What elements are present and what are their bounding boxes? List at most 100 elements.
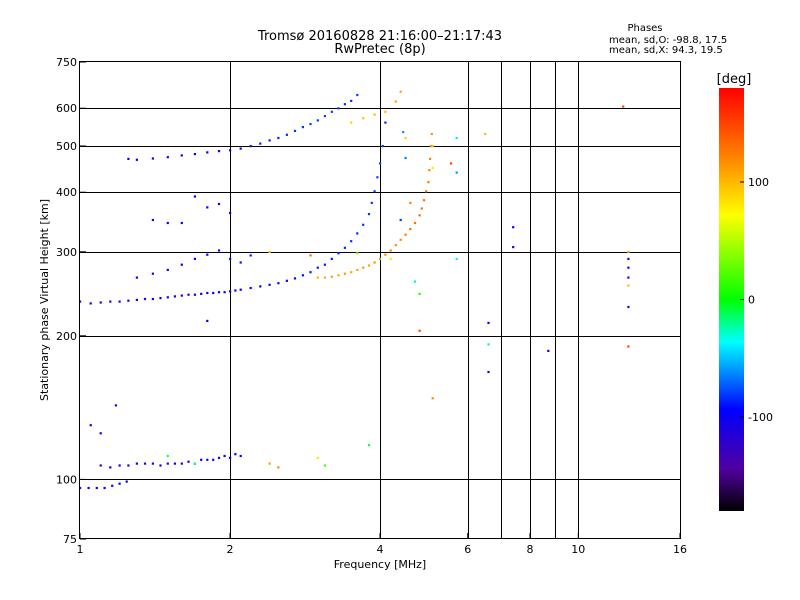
data-point — [427, 181, 430, 184]
data-point — [173, 462, 176, 465]
data-point — [418, 214, 421, 217]
data-point — [127, 299, 130, 302]
y-tick-label: 75 — [63, 533, 77, 546]
colorbar-tick-label: 100 — [748, 176, 769, 189]
data-point — [309, 123, 312, 126]
y-tick-label: 300 — [56, 246, 77, 259]
data-point — [206, 151, 209, 154]
data-point — [379, 162, 382, 165]
data-point — [285, 279, 288, 282]
data-point — [143, 462, 147, 465]
data-point — [337, 252, 340, 255]
data-point — [316, 276, 319, 279]
data-point — [166, 268, 169, 271]
data-point — [399, 90, 402, 93]
phase-stats-line-x: mean, sd,X: 94.3, 19.5 — [609, 45, 723, 56]
data-point — [135, 158, 138, 161]
x-tick-label: 4 — [377, 543, 384, 556]
data-point — [229, 290, 232, 293]
data-point — [449, 162, 453, 165]
data-point — [187, 293, 190, 296]
data-point — [343, 272, 346, 275]
data-point — [239, 288, 242, 291]
data-point — [394, 244, 397, 247]
data-point — [151, 272, 154, 275]
x-tick-label: 8 — [527, 543, 534, 556]
data-point — [87, 486, 90, 490]
data-point — [399, 218, 402, 222]
data-point — [206, 291, 209, 295]
data-point — [512, 226, 515, 229]
data-point — [200, 292, 203, 295]
data-point — [206, 253, 209, 256]
data-point — [234, 453, 237, 456]
data-point — [118, 464, 121, 467]
data-point — [229, 456, 232, 459]
data-point — [428, 169, 431, 172]
data-point — [362, 223, 365, 226]
data-point — [206, 319, 209, 322]
phase-stats-line-o: mean, sd,O: -98.8, 17.5 — [609, 35, 727, 46]
data-point — [384, 121, 387, 124]
data-point — [429, 157, 432, 160]
data-point — [404, 136, 407, 140]
data-point — [309, 254, 312, 257]
data-point — [193, 293, 196, 296]
data-point — [79, 486, 82, 490]
data-point — [111, 484, 114, 487]
phase-stats-title: Phases — [627, 23, 662, 34]
data-point — [193, 195, 196, 198]
data-point — [223, 454, 226, 458]
data-point — [487, 343, 490, 346]
data-point — [135, 462, 138, 465]
data-point — [99, 301, 102, 304]
data-point — [384, 110, 387, 113]
data-point — [409, 228, 412, 231]
data-point — [343, 103, 346, 106]
data-point — [285, 133, 288, 136]
data-point — [373, 261, 376, 264]
data-point — [350, 271, 353, 274]
data-point — [362, 117, 365, 120]
y-tick-label: 600 — [56, 102, 77, 115]
data-point — [487, 321, 490, 324]
colorbar: [deg] 100 0 -100 — [717, 72, 773, 511]
data-point — [277, 466, 280, 469]
data-point — [249, 286, 252, 290]
data-point — [166, 296, 169, 299]
data-point — [89, 302, 92, 305]
y-tick-label: 400 — [56, 186, 77, 199]
data-point — [268, 283, 271, 286]
data-point — [239, 261, 242, 264]
colorbar-ticks: 100 0 -100 — [740, 176, 773, 424]
data-point — [135, 298, 138, 301]
x-tick-label: 1 — [77, 543, 84, 556]
y-tick-label: 200 — [56, 330, 77, 343]
data-point — [409, 201, 412, 204]
data-point — [159, 464, 162, 467]
data-point — [431, 397, 434, 400]
data-point — [151, 462, 154, 465]
data-point — [268, 139, 271, 142]
x-tick-label: 10 — [571, 543, 585, 556]
data-point — [125, 480, 128, 483]
data-point — [455, 171, 458, 174]
data-point — [193, 257, 196, 260]
data-point — [217, 456, 221, 459]
data-point — [323, 115, 326, 118]
data-point — [151, 157, 154, 160]
data-point — [413, 221, 417, 225]
data-point — [229, 149, 232, 152]
data-point — [223, 291, 226, 294]
data-point — [484, 132, 487, 136]
data-point — [187, 460, 190, 463]
data-point — [337, 274, 340, 277]
data-point — [622, 105, 625, 108]
data-point — [193, 462, 196, 465]
data-point — [512, 246, 515, 249]
colorbar-tick-label: 0 — [748, 294, 755, 307]
data-point — [212, 458, 215, 461]
y-axis-label: Stationary phase Virtual Height [km] — [38, 199, 51, 401]
data-point — [350, 240, 353, 243]
data-point — [370, 201, 373, 204]
